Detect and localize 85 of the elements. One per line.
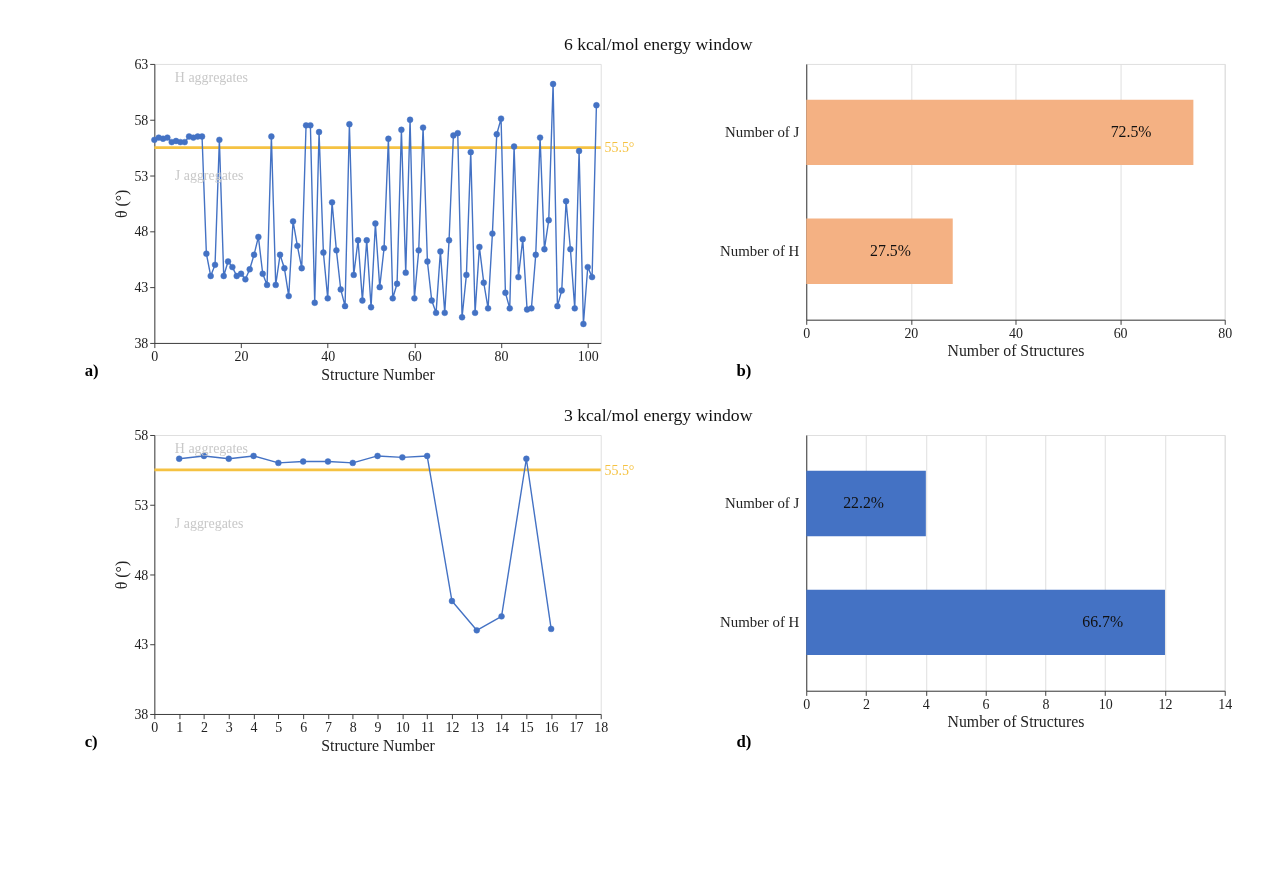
point [399,454,406,461]
x-tick-label: 2 [200,720,208,736]
x-tick-label: 12 [1158,696,1173,712]
x-tick-label: 6 [982,696,990,712]
y-tick-label: 43 [134,280,149,296]
x-tick-label: 15 [519,720,534,736]
y-tick-label: 53 [134,168,149,184]
x-tick-label: 0 [803,325,811,341]
point [374,452,381,460]
x-tick-label: 20 [904,325,919,341]
x-tick-label: 100 [577,349,599,365]
point [176,455,183,462]
point [473,627,480,634]
x-tick-label: 9 [374,720,382,736]
text: c) [84,731,98,751]
y-tick-label: 38 [134,336,149,352]
point [448,597,456,605]
text: 6 kcal/mol energy window [563,33,753,54]
x-tick-label: 1 [176,720,184,736]
y-tick-label: 38 [134,707,149,723]
x-tick-label: 18 [594,720,609,736]
x-axis-title: Number of Structures [947,342,1085,360]
x-tick-label: 80 [1218,325,1233,341]
x-tick-label: 6 [300,720,308,736]
x-tick-label: 40 [321,349,336,365]
x-tick-label: 80 [494,349,509,365]
ref-line-label: 55.5° [604,140,635,156]
annotation: 66.7% [1082,613,1124,631]
y-tick-label: 48 [134,567,149,583]
y-axis-title: θ (°) [112,189,131,219]
x-tick-label: 7 [324,720,332,736]
x-tick-label: 0 [151,720,159,736]
x-tick-label: 60 [1113,325,1128,341]
point [349,459,356,467]
point [300,458,307,465]
y-tick-label: Number of H [720,242,800,259]
point [324,458,332,465]
y-tick-label: 43 [134,637,149,653]
x-tick-label: 5 [275,720,283,736]
text: d) [736,731,752,751]
x-axis-title: Structure Number [321,365,436,383]
x-tick-label: 3 [225,720,233,736]
x-tick-label: 60 [407,349,422,365]
x-tick-label: 20 [234,349,249,365]
y-tick-label: 63 [134,57,149,73]
point [275,459,282,467]
x-tick-label: 2 [863,696,871,712]
x-tick-label: 10 [395,720,410,736]
text: 3 kcal/mol energy window [563,404,753,425]
text: a) [84,360,99,380]
x-tick-label: 10 [1098,696,1113,712]
x-axis-title: Structure Number [321,736,436,754]
x-tick-label: 0 [151,349,159,365]
x-tick-label: 12 [445,720,460,736]
annotation: 72.5% [1110,123,1152,141]
text: b) [736,360,752,380]
x-tick-label: 8 [1042,696,1050,712]
y-tick-label: 58 [134,112,149,128]
y-tick-label: 58 [134,428,149,444]
y-tick-label: 48 [134,224,149,240]
x-tick-label: 14 [1218,696,1233,712]
y-tick-label: Number of H [720,614,800,631]
ref-line-label: 55.5° [604,462,635,478]
y-tick-label: 53 [134,497,149,513]
annotation: 22.2% [843,494,884,512]
y-tick-label: Number of J [725,124,800,141]
x-tick-label: 4 [250,720,258,736]
y-axis-title: θ (°) [112,560,131,590]
annotation: 27.5% [870,241,911,259]
point [523,455,530,462]
x-tick-label: 13 [470,720,485,736]
point [547,625,555,633]
x-tick-label: 0 [803,696,811,712]
x-tick-label: 14 [495,720,510,736]
x-tick-label: 4 [922,696,930,712]
y-tick-label: Number of J [725,495,800,512]
point [498,613,505,620]
x-tick-label: 11 [420,720,435,736]
point [250,452,257,460]
x-tick-label: 16 [544,720,559,736]
x-tick-label: 17 [569,720,584,736]
x-tick-label: 40 [1009,325,1023,341]
x-axis-title: Number of Structures [947,713,1085,731]
x-tick-label: 8 [349,720,357,736]
point [423,452,431,460]
